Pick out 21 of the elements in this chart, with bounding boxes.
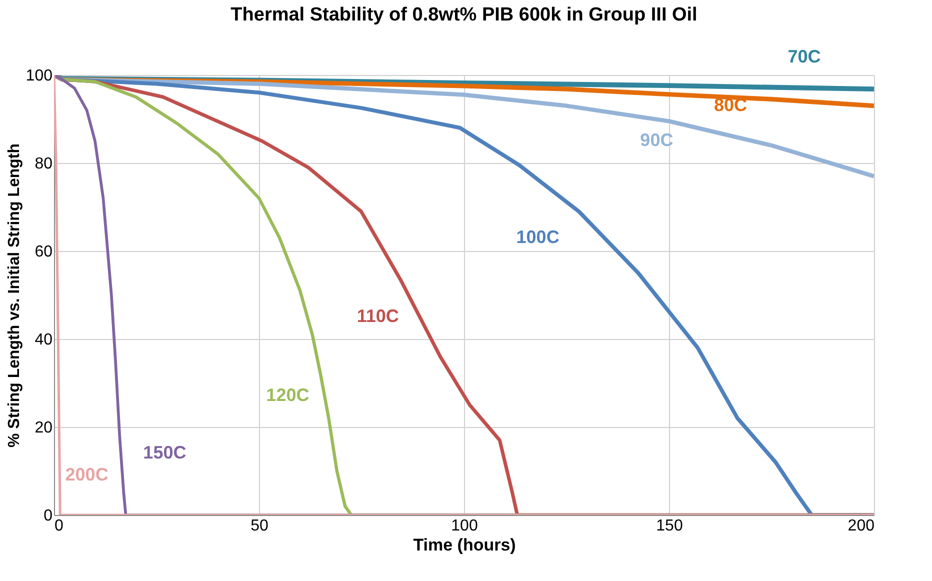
series-label: 200C xyxy=(65,464,108,484)
x-tick-label: 100 xyxy=(451,518,478,534)
series-label: 110C xyxy=(356,306,399,326)
y-tick-label: 80 xyxy=(34,156,53,172)
chart-title: Thermal Stability of 0.8wt% PIB 600k in Group III Oil xyxy=(230,4,698,26)
y-tick-label: 100 xyxy=(26,68,53,84)
x-tick-label: 150 xyxy=(656,518,683,534)
series-label: 70C xyxy=(788,46,821,66)
x-tick-label: 50 xyxy=(250,518,268,534)
y-tick-label: 20 xyxy=(34,420,53,436)
x-tick-label: 200 xyxy=(848,518,875,534)
y-tick-label: 40 xyxy=(34,332,53,348)
series-label: 100C xyxy=(516,226,560,247)
series-label: 150C xyxy=(143,442,186,462)
x-tick-label: 0 xyxy=(54,518,64,534)
y-tick-label: 60 xyxy=(34,244,53,260)
x-axis-title: Time (hours) xyxy=(413,536,516,554)
line-series xyxy=(54,75,874,515)
y-axis-title: % String Length vs. Initial String Length xyxy=(6,144,23,448)
series-label: 120C xyxy=(266,385,310,406)
series-label: 90C xyxy=(640,130,674,150)
